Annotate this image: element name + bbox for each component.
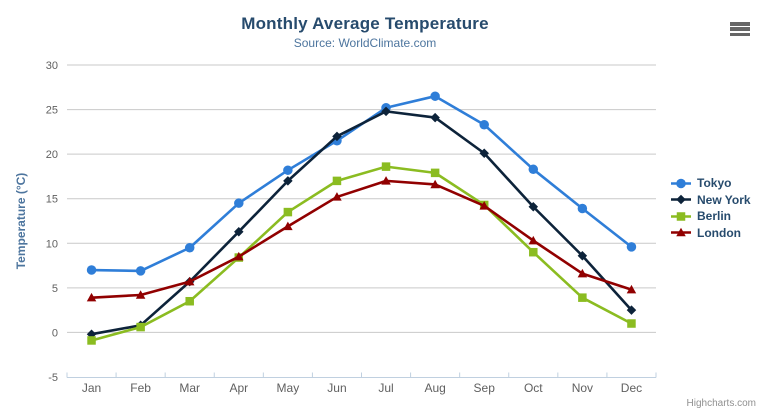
y-axis-title: Temperature (°C) <box>14 172 28 270</box>
x-tick-label: Oct <box>524 381 543 395</box>
square-legend-icon <box>671 212 691 221</box>
series-line-london[interactable] <box>91 179 632 299</box>
legend-item-london[interactable]: London <box>670 225 751 242</box>
marker-circle <box>283 165 293 175</box>
legend-label: London <box>697 225 741 240</box>
chart-title: Monthly Average Temperature <box>241 14 489 33</box>
marker-circle <box>479 119 489 130</box>
marker-square <box>381 162 391 171</box>
marker-diamond <box>528 201 539 212</box>
x-tick-label: May <box>277 381 300 395</box>
marker-circle <box>135 266 146 276</box>
marker-square <box>87 336 96 345</box>
triangle-legend-icon <box>671 228 691 237</box>
marker-triangle <box>86 292 97 302</box>
marker-square <box>430 168 440 178</box>
marker-triangle <box>135 290 146 299</box>
marker-diamond <box>332 131 342 142</box>
legend-label: Berlin <box>697 209 732 224</box>
marker-triangle <box>332 192 342 201</box>
x-tick-label: Jun <box>327 381 346 395</box>
marker-triangle <box>626 284 637 294</box>
legend-item-tokyo[interactable]: Tokyo <box>670 175 751 192</box>
marker-circle <box>528 164 539 175</box>
y-tick-label: 15 <box>46 194 58 206</box>
circle-icon <box>676 178 686 188</box>
x-tick-label: Dec <box>621 381 642 395</box>
triangle-icon <box>676 228 686 237</box>
marker-circle <box>184 242 195 253</box>
marker-square <box>332 176 342 186</box>
marker-triangle <box>430 179 440 189</box>
x-tick-label: Mar <box>179 381 200 395</box>
series-line-new-york[interactable] <box>91 110 633 336</box>
marker-square <box>136 322 145 332</box>
marker-triangle <box>234 251 244 261</box>
x-tick-label: Feb <box>130 381 151 395</box>
marker-square <box>185 296 194 306</box>
marker-diamond <box>234 226 244 237</box>
marker-triangle <box>283 221 293 231</box>
marker-diamond <box>626 305 637 315</box>
y-tick-label: 0 <box>52 327 58 339</box>
y-tick-label: 10 <box>46 238 58 250</box>
marker-circle <box>430 91 440 101</box>
legend-item-new-york[interactable]: New York <box>670 192 751 209</box>
marker-square <box>529 247 538 257</box>
marker-circle <box>626 242 637 252</box>
marker-diamond <box>430 112 440 123</box>
export-menu-button[interactable] <box>729 21 751 37</box>
chart-subtitle: Source: WorldClimate.com <box>293 36 437 50</box>
x-tick-label: Sep <box>474 381 496 395</box>
marker-diamond <box>577 251 588 261</box>
marker-square <box>283 207 293 217</box>
y-tick-label: 20 <box>46 149 58 161</box>
marker-triangle <box>381 176 391 185</box>
marker-square <box>578 293 587 302</box>
marker-triangle <box>528 235 539 245</box>
diamond-icon <box>676 195 686 205</box>
legend-label: New York <box>697 192 751 207</box>
marker-diamond <box>479 148 489 159</box>
legend-item-berlin[interactable]: Berlin <box>670 208 751 225</box>
hamburger-icon <box>730 32 750 36</box>
y-tick-label: 5 <box>52 283 58 295</box>
x-tick-label: Nov <box>572 381 593 395</box>
series-line-berlin[interactable] <box>91 165 633 342</box>
marker-square <box>627 319 636 328</box>
marker-circle <box>86 265 97 275</box>
marker-triangle <box>577 268 588 278</box>
marker-triangle <box>184 276 195 286</box>
credits-link[interactable]: Highcharts.com <box>686 398 756 409</box>
hamburger-icon <box>730 22 750 26</box>
x-tick-label: Jan <box>82 381 101 395</box>
x-tick-label: Jul <box>378 381 393 395</box>
circle-legend-icon <box>671 178 691 188</box>
legend: Tokyo New York Berlin London <box>670 175 751 241</box>
marker-triangle <box>479 201 489 210</box>
legend-label: Tokyo <box>697 176 732 191</box>
square-icon <box>676 212 686 221</box>
marker-circle <box>577 203 588 214</box>
y-tick-label: -5 <box>48 372 58 384</box>
hamburger-icon <box>730 27 750 31</box>
diamond-legend-icon <box>671 195 691 205</box>
x-tick-label: Apr <box>229 381 248 395</box>
y-tick-label: 30 <box>46 60 58 72</box>
y-tick-label: 25 <box>46 105 58 117</box>
marker-diamond <box>381 106 391 117</box>
x-tick-label: Aug <box>424 381 445 395</box>
marker-diamond <box>283 176 293 186</box>
marker-circle <box>234 198 244 208</box>
